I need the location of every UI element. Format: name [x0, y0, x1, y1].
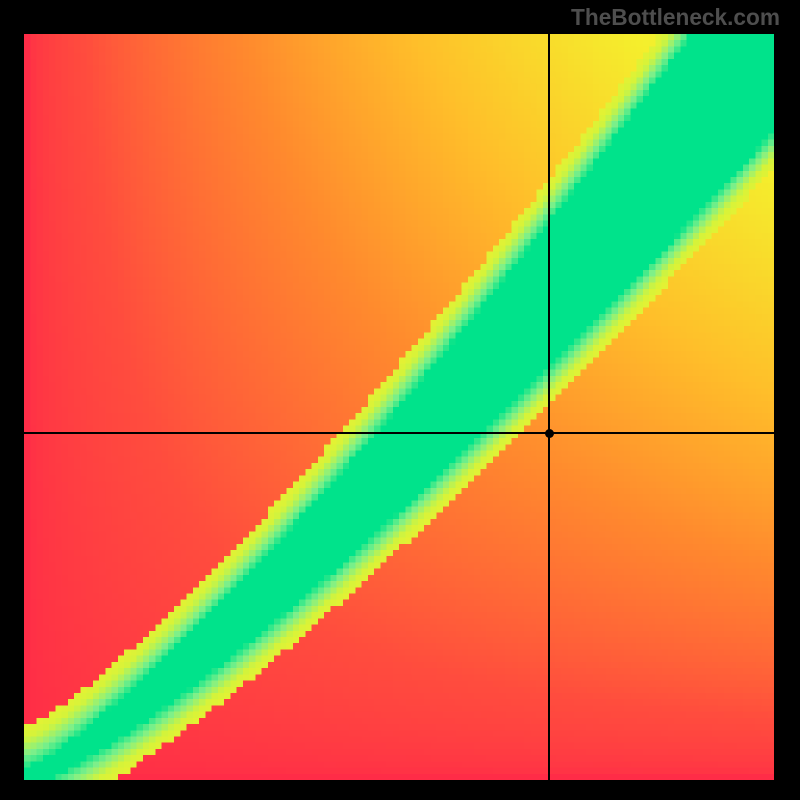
heatmap-canvas [24, 34, 774, 780]
crosshair-horizontal [24, 432, 774, 434]
heatmap-area [24, 34, 774, 780]
crosshair-vertical [548, 34, 550, 780]
chart-frame: TheBottleneck.com [0, 0, 800, 800]
watermark-text: TheBottleneck.com [571, 6, 780, 29]
crosshair-marker [545, 429, 554, 438]
